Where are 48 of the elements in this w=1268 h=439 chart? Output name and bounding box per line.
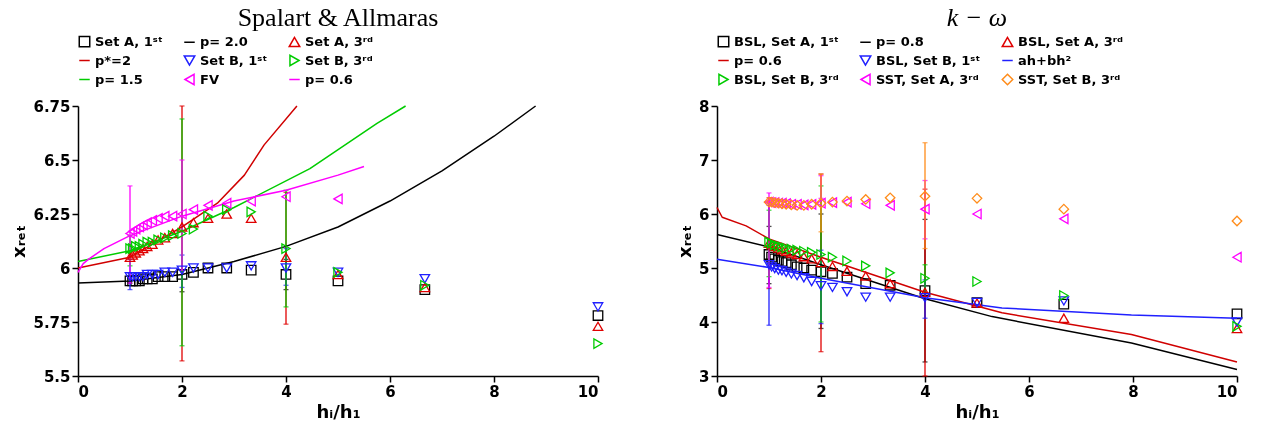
y-tick-label: 7	[699, 151, 710, 170]
legend-label: FV	[200, 71, 219, 87]
y-tick-label: 6	[699, 205, 710, 224]
x-tick-label: 6	[385, 382, 396, 401]
legend-label: BSL, Set A, 3ʳᵈ	[1018, 33, 1124, 49]
legend-label: Set B, 1ˢᵗ	[200, 52, 268, 68]
x-tick-label: 10	[577, 382, 599, 401]
x-tick-label: 0	[78, 382, 89, 401]
legend-label: p= 2.0	[200, 34, 248, 50]
y-tick-label: 4	[699, 313, 710, 332]
legend-label: p*=2	[95, 52, 132, 68]
x-tick-label: 6	[1024, 382, 1035, 401]
legend-label: Set A, 1ˢᵗ	[95, 33, 163, 49]
legend-label: BSL, Set A, 1ˢᵗ	[734, 33, 839, 49]
legend-label: p= 0.8	[876, 34, 924, 50]
x-axis-title: hᵢ/h₁	[316, 400, 361, 422]
legend-label: SST, Set A, 3ʳᵈ	[876, 71, 979, 87]
x-tick-label: 8	[1128, 382, 1139, 401]
y-axis-title: xᵣₑₜ	[674, 225, 696, 258]
legend-label: p= 0.6	[734, 52, 782, 68]
y-tick-label: 8	[699, 97, 710, 116]
legend-label: BSL, Set B, 1ˢᵗ	[876, 52, 981, 68]
x-tick-label: 4	[920, 382, 931, 401]
y-tick-label: 5.75	[33, 313, 71, 332]
y-axis-title: xᵣₑₜ	[8, 225, 30, 258]
legend-label: Set A, 3ʳᵈ	[305, 33, 374, 49]
legend-label: ah+bh²	[1018, 52, 1072, 68]
y-tick-label: 6.5	[43, 151, 71, 170]
x-tick-label: 0	[717, 382, 728, 401]
x-tick-label: 4	[281, 382, 292, 401]
legend-label: p= 1.5	[95, 71, 143, 87]
x-tick-label: 8	[489, 382, 500, 401]
legend-label: BSL, Set B, 3ʳᵈ	[734, 71, 839, 87]
legend-label: p= 0.6	[305, 71, 353, 87]
x-tick-label: 2	[177, 382, 188, 401]
y-tick-label: 6.75	[33, 97, 71, 116]
chart-title: Spalart & Allmaras	[237, 3, 439, 32]
y-tick-label: 3	[699, 367, 710, 386]
legend-label: SST, Set B, 3ʳᵈ	[1018, 71, 1121, 87]
y-tick-label: 5	[699, 259, 710, 278]
y-tick-label: 5.5	[43, 367, 71, 386]
y-tick-label: 6.25	[33, 205, 71, 224]
x-tick-label: 10	[1216, 382, 1238, 401]
x-axis-title: hᵢ/h₁	[955, 400, 1000, 422]
chart-title: k − ω	[946, 3, 1008, 32]
legend-label: Set B, 3ʳᵈ	[305, 52, 373, 68]
x-tick-label: 2	[816, 382, 827, 401]
y-tick-label: 6	[60, 259, 71, 278]
